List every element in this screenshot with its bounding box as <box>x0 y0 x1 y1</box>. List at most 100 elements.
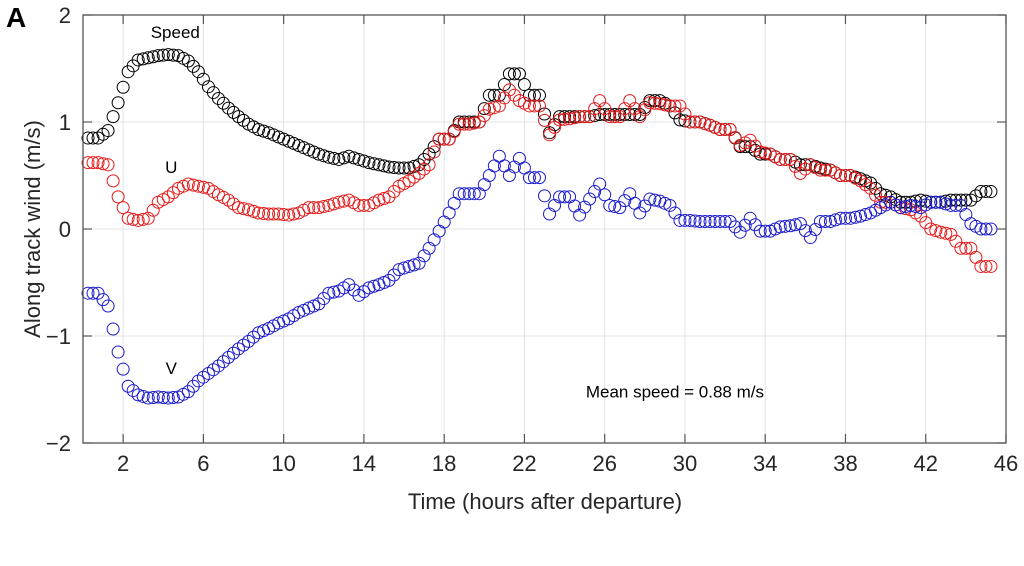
data-point <box>447 125 461 139</box>
data-point <box>718 122 732 136</box>
data-point <box>984 185 998 199</box>
data-point <box>713 215 727 229</box>
series-u <box>81 83 998 273</box>
data-point <box>628 102 642 116</box>
annotation-label: U <box>165 158 177 177</box>
data-point <box>924 195 938 209</box>
data-point <box>116 362 130 376</box>
data-point <box>462 117 476 131</box>
data-point <box>688 115 702 129</box>
data-point <box>362 281 376 295</box>
data-point <box>226 105 240 119</box>
data-point <box>979 185 993 199</box>
data-point <box>648 193 662 207</box>
data-point <box>101 124 115 138</box>
x-tick-label: 30 <box>673 451 697 476</box>
data-point <box>352 288 366 302</box>
data-point <box>538 189 551 203</box>
data-point <box>507 67 521 81</box>
data-point <box>166 48 180 62</box>
data-points <box>81 48 998 405</box>
data-point <box>964 193 978 207</box>
data-point <box>186 379 200 393</box>
data-point <box>141 391 155 405</box>
data-point <box>126 212 140 226</box>
data-point <box>618 194 632 208</box>
data-point <box>362 156 376 170</box>
data-point <box>934 225 948 239</box>
data-point <box>91 131 105 145</box>
data-point <box>823 215 837 229</box>
data-point <box>833 211 847 225</box>
data-point <box>688 214 702 228</box>
data-point <box>788 159 802 173</box>
data-point <box>527 99 541 113</box>
data-point <box>237 202 251 216</box>
data-point <box>337 151 351 165</box>
x-tick-label: 34 <box>753 451 777 476</box>
data-point <box>282 208 296 222</box>
data-point <box>106 174 120 188</box>
data-point <box>387 268 401 282</box>
data-point <box>532 88 546 102</box>
data-point <box>101 158 115 172</box>
data-point <box>136 389 150 403</box>
data-point <box>312 147 326 161</box>
data-point <box>522 99 536 113</box>
data-point <box>327 151 341 165</box>
data-point <box>693 215 707 229</box>
data-point <box>242 203 256 217</box>
data-point <box>623 94 637 108</box>
data-point <box>417 152 431 166</box>
data-point <box>317 292 331 306</box>
data-point <box>442 206 456 220</box>
data-point <box>467 187 481 201</box>
data-point <box>447 196 461 210</box>
data-point <box>939 226 953 240</box>
data-point <box>793 217 807 231</box>
data-point <box>332 195 346 209</box>
data-point <box>603 198 617 212</box>
data-point <box>181 177 195 191</box>
data-point <box>367 157 381 171</box>
data-point <box>352 198 366 212</box>
data-point <box>277 208 291 222</box>
data-point <box>392 161 406 175</box>
data-point <box>648 96 662 110</box>
series-v <box>81 149 998 405</box>
data-point <box>708 215 722 229</box>
data-point <box>733 225 747 239</box>
data-point <box>939 197 953 211</box>
data-point <box>86 286 100 300</box>
data-point <box>131 213 145 227</box>
data-point <box>778 152 792 166</box>
data-point <box>237 338 251 352</box>
data-point <box>838 211 852 225</box>
data-point <box>302 201 316 215</box>
data-point <box>673 213 687 227</box>
data-point <box>141 211 155 225</box>
data-point <box>618 102 632 116</box>
data-point <box>482 102 496 116</box>
data-point <box>332 152 346 166</box>
data-point <box>131 53 145 67</box>
data-point <box>407 170 421 184</box>
data-point <box>678 107 692 121</box>
data-point <box>121 211 135 225</box>
data-point <box>803 231 817 245</box>
data-point <box>477 178 491 192</box>
data-point <box>96 127 110 141</box>
data-point <box>186 178 200 192</box>
data-point <box>191 65 205 79</box>
data-point <box>312 297 326 311</box>
data-point <box>342 149 356 163</box>
panel-label: A <box>6 2 27 33</box>
data-point <box>818 215 832 229</box>
data-point <box>548 120 562 134</box>
data-point <box>156 391 170 405</box>
data-point <box>252 122 266 136</box>
data-point <box>427 145 441 159</box>
data-point <box>91 156 105 170</box>
data-point <box>252 206 266 220</box>
data-point <box>226 346 240 360</box>
